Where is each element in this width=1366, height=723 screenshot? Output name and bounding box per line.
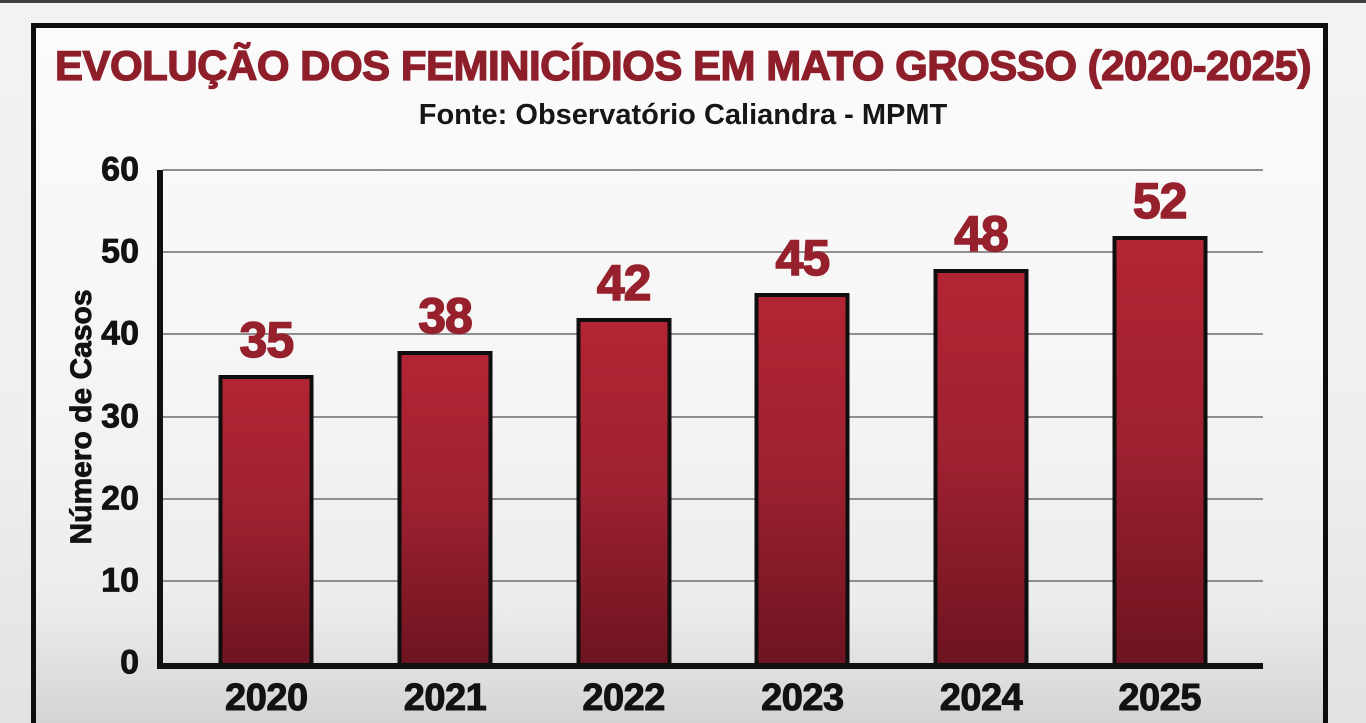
bar-group-2024: 48 2024 xyxy=(892,170,1071,718)
x-axis-label-2024: 2024 xyxy=(939,677,1023,719)
gridline-60 xyxy=(163,169,1263,171)
gridline-50 xyxy=(163,251,1263,254)
bar-2024 xyxy=(933,268,1029,663)
bar-value-label-2021: 38 xyxy=(417,287,473,344)
bar-group-2023: 45 2023 xyxy=(713,170,892,718)
y-tick-label-60: 60 xyxy=(101,150,140,189)
y-tick-label-20: 20 xyxy=(101,479,140,518)
x-axis-label-2021: 2021 xyxy=(403,677,487,719)
bar-value-label-2024: 48 xyxy=(953,205,1009,262)
bar-value-label-2023: 45 xyxy=(775,230,831,287)
bar-2023 xyxy=(754,293,850,663)
gridline-20 xyxy=(163,497,1263,500)
gridline-10 xyxy=(163,579,1263,582)
gridline-30 xyxy=(163,415,1263,418)
y-tick-label-30: 30 xyxy=(101,397,140,436)
bar-value-label-2020: 35 xyxy=(239,312,295,369)
bar-2021 xyxy=(397,350,493,663)
bar-2020 xyxy=(218,375,314,663)
page-subtitle: Fonte: Observatório Caliandra - MPMT xyxy=(418,99,948,131)
gridline-40 xyxy=(163,333,1263,336)
bar-group-2020: 35 2020 xyxy=(177,170,356,718)
x-axis-label-2020: 2020 xyxy=(225,677,309,719)
top-edge-strip xyxy=(0,0,1366,3)
y-tick-label-0: 0 xyxy=(120,643,140,682)
x-axis-line xyxy=(157,663,1263,669)
bar-2025 xyxy=(1112,235,1208,663)
bar-bands: 35 2020 38 2021 42 2022 45 2023 48 2024 52 2025 xyxy=(163,170,1263,718)
bar-value-label-2025: 52 xyxy=(1132,172,1188,229)
bar-group-2022: 42 2022 xyxy=(534,170,713,718)
y-tick-label-40: 40 xyxy=(101,314,140,353)
x-axis-label-2022: 2022 xyxy=(582,677,666,719)
bar-2022 xyxy=(576,317,672,663)
bar-group-2021: 38 2021 xyxy=(356,170,535,718)
y-tick-label-10: 10 xyxy=(101,561,140,600)
y-tick-label-50: 50 xyxy=(101,232,140,271)
x-axis-label-2025: 2025 xyxy=(1118,677,1202,719)
y-axis-line xyxy=(157,170,163,669)
bar-group-2025: 52 2025 xyxy=(1070,170,1249,718)
page-title: EVOLUÇÃO DOS FEMINICÍDIOS EM MATO GROSSO… xyxy=(54,41,1312,89)
bar-value-label-2022: 42 xyxy=(596,254,652,311)
x-axis-label-2023: 2023 xyxy=(761,677,845,719)
y-axis-title: Número de Casos xyxy=(65,288,99,545)
plot-area: Número de Casos 35 2020 38 2021 42 2022 45 2023… xyxy=(65,150,1263,718)
